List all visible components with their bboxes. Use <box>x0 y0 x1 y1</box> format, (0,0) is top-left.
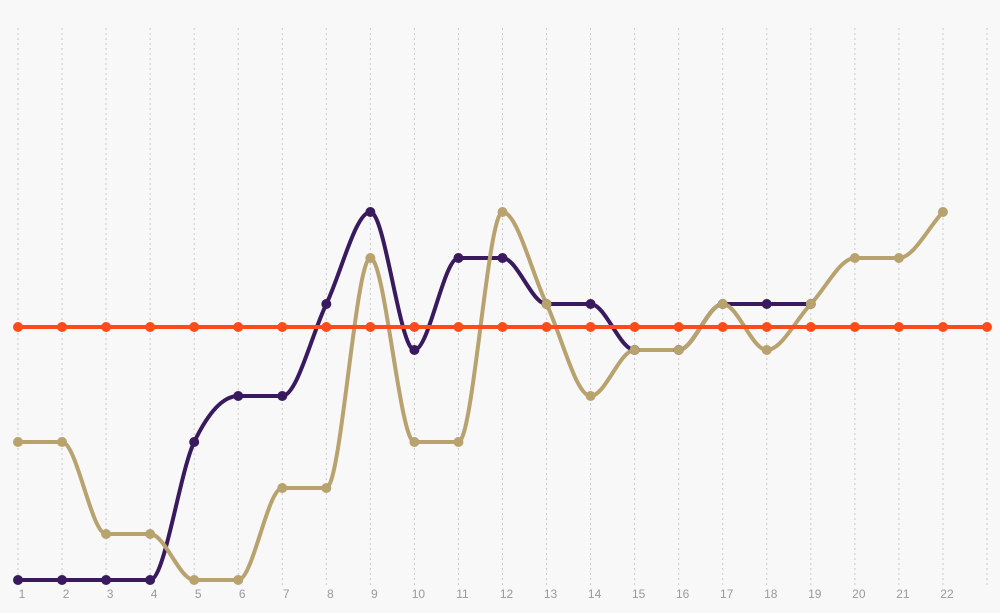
x-tick-label: 5 <box>195 587 202 601</box>
data-point-purple[interactable] <box>761 299 772 309</box>
data-point-orange[interactable] <box>189 322 200 332</box>
data-point-tan[interactable] <box>541 299 552 309</box>
x-tick-label: 7 <box>283 587 290 601</box>
data-point-tan[interactable] <box>101 529 112 539</box>
data-point-tan[interactable] <box>321 483 332 493</box>
x-tick-label: 22 <box>940 587 954 601</box>
data-point-purple[interactable] <box>233 391 244 401</box>
data-point-orange[interactable] <box>321 322 332 332</box>
data-point-orange[interactable] <box>673 322 684 332</box>
x-tick-label: 3 <box>107 587 114 601</box>
x-tick-label: 9 <box>371 587 378 601</box>
data-point-purple[interactable] <box>497 253 508 263</box>
data-point-tan[interactable] <box>937 207 948 217</box>
series-line-tan <box>16 210 945 582</box>
data-point-tan[interactable] <box>277 483 288 493</box>
data-point-orange[interactable] <box>453 322 464 332</box>
data-point-tan[interactable] <box>453 437 464 447</box>
data-point-purple[interactable] <box>365 207 376 217</box>
data-point-tan[interactable] <box>717 299 728 309</box>
data-point-orange[interactable] <box>57 322 68 332</box>
data-point-tan[interactable] <box>629 345 640 355</box>
grid-lines <box>17 28 988 588</box>
x-tick-label: 12 <box>500 587 514 601</box>
x-tick-label: 1 <box>19 587 26 601</box>
data-point-tan[interactable] <box>409 437 420 447</box>
data-point-tan[interactable] <box>673 345 684 355</box>
data-point-tan[interactable] <box>365 253 376 263</box>
x-tick-label: 13 <box>544 587 558 601</box>
data-point-orange[interactable] <box>849 322 860 332</box>
data-point-orange[interactable] <box>982 322 992 332</box>
data-point-orange[interactable] <box>13 322 23 332</box>
data-point-purple[interactable] <box>189 437 200 447</box>
data-point-orange[interactable] <box>893 322 904 332</box>
data-point-purple[interactable] <box>585 299 596 309</box>
data-point-purple[interactable] <box>453 253 464 263</box>
x-tick-label: 16 <box>676 587 690 601</box>
data-point-purple[interactable] <box>409 345 420 355</box>
data-point-orange[interactable] <box>145 322 156 332</box>
x-tick-label: 4 <box>151 587 158 601</box>
x-tick-label: 18 <box>764 587 778 601</box>
data-point-purple[interactable] <box>57 575 68 585</box>
data-point-tan[interactable] <box>805 299 816 309</box>
data-point-purple[interactable] <box>321 299 332 309</box>
x-tick-label: 2 <box>63 587 70 601</box>
data-point-tan[interactable] <box>893 253 904 263</box>
x-tick-label: 14 <box>588 587 602 601</box>
data-point-tan[interactable] <box>13 437 23 447</box>
data-point-tan[interactable] <box>585 391 596 401</box>
data-point-tan[interactable] <box>189 575 200 585</box>
data-point-tan[interactable] <box>849 253 860 263</box>
data-point-orange[interactable] <box>101 322 112 332</box>
x-tick-label: 11 <box>456 587 469 601</box>
data-point-orange[interactable] <box>805 322 816 332</box>
x-tick-label: 8 <box>327 587 334 601</box>
data-point-orange[interactable] <box>937 322 948 332</box>
data-point-tan[interactable] <box>761 345 772 355</box>
data-point-tan[interactable] <box>497 207 508 217</box>
x-tick-label: 6 <box>239 587 246 601</box>
data-point-orange[interactable] <box>233 322 244 332</box>
x-axis-tick-labels: 1 2 3 4 5 6 7 8 9 10 11 12 13 14 15 16 17 18 19 20 21 22 <box>19 587 954 601</box>
data-point-orange[interactable] <box>541 322 552 332</box>
data-point-orange[interactable] <box>365 322 376 332</box>
data-point-orange[interactable] <box>277 322 288 332</box>
data-point-orange[interactable] <box>761 322 772 332</box>
x-tick-label: 21 <box>896 587 910 601</box>
data-point-orange[interactable] <box>629 322 640 332</box>
data-point-purple[interactable] <box>145 575 156 585</box>
x-tick-label: 19 <box>808 587 822 601</box>
x-tick-label: 15 <box>632 587 646 601</box>
data-point-orange[interactable] <box>497 322 508 332</box>
x-tick-label: 20 <box>852 587 866 601</box>
data-point-orange[interactable] <box>585 322 596 332</box>
data-point-tan[interactable] <box>57 437 68 447</box>
x-tick-label: 17 <box>720 587 734 601</box>
data-point-orange[interactable] <box>717 322 728 332</box>
data-point-purple[interactable] <box>101 575 112 585</box>
data-point-orange[interactable] <box>409 322 420 332</box>
data-point-purple[interactable] <box>277 391 288 401</box>
data-point-tan[interactable] <box>145 529 156 539</box>
x-tick-label: 10 <box>412 587 426 601</box>
data-point-tan[interactable] <box>233 575 244 585</box>
data-points <box>13 207 992 585</box>
data-point-purple[interactable] <box>13 575 23 585</box>
